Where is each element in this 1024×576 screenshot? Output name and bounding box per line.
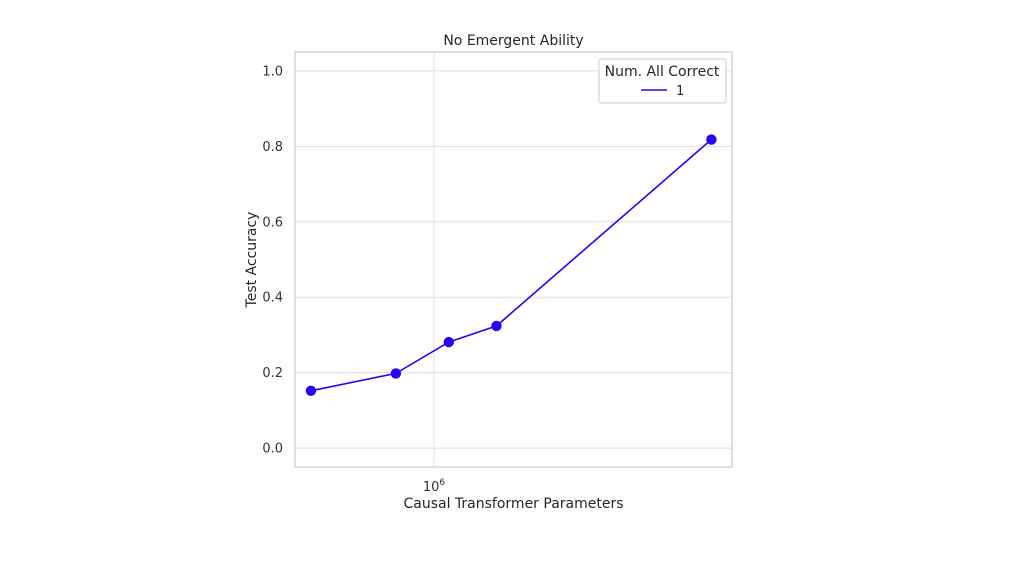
y-tick-label: 0.6 (262, 215, 283, 230)
x-tick-label: 106 (423, 478, 446, 495)
y-tick-label: 1.0 (262, 64, 283, 79)
plot-area-frame (294, 51, 733, 468)
grid-lines (295, 52, 732, 467)
data-point (706, 134, 717, 145)
y-tick-label: 0.2 (262, 366, 283, 381)
data-point (390, 368, 402, 379)
y-axis-title: Test Accuracy (244, 212, 260, 309)
series-line (310, 138, 712, 392)
data-point (305, 385, 317, 396)
legend-title: Num. All Correct (605, 64, 720, 80)
x-axis-title: Causal Transformer Parameters (403, 496, 623, 512)
y-tick-label: 0.0 (262, 442, 283, 457)
tick-labels: 0.0 0.2 0.4 0.6 0.8 1.0 106 (262, 64, 445, 495)
series-layer (305, 134, 717, 396)
y-tick-label: 0.4 (262, 291, 283, 306)
data-point (491, 320, 502, 332)
legend-entry-label: 1 (676, 84, 684, 99)
legend: Num. All Correct 1 (598, 58, 727, 104)
data-point (443, 336, 455, 348)
y-tick-label: 0.8 (262, 140, 283, 155)
legend-box (598, 58, 727, 104)
chart-title: No Emergent Ability (443, 33, 583, 49)
